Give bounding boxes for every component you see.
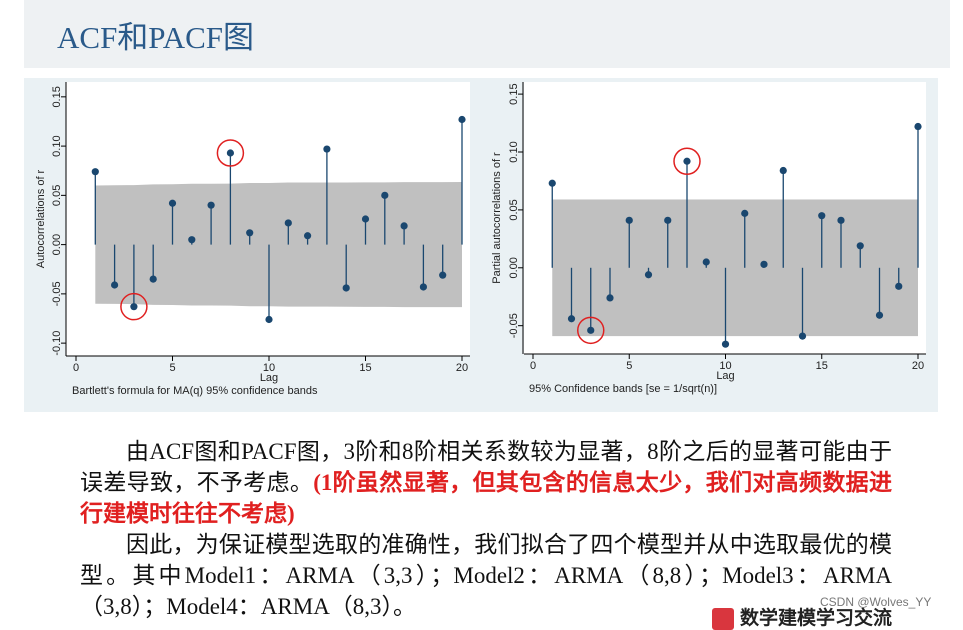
point [149,275,157,283]
y-tick-label: -0.05 [51,281,63,306]
chart-note: 95% Confidence bands [se = 1/sqrt(n)] [529,383,717,395]
x-tick-label: 20 [456,362,468,374]
y-axis-label: Partial autocorrelations of r [491,152,503,284]
point [895,282,903,290]
point [130,303,138,311]
point [625,216,633,224]
header: ACF和PACF图 [24,0,950,68]
point [400,222,408,230]
logo-text: 数学建模学习交流 [740,607,893,629]
x-tick-label: 0 [73,362,79,374]
chart-note: Bartlett's formula for MA(q) 95% confide… [72,385,318,397]
x-tick-label: 20 [912,360,924,372]
highlight-circle [216,139,245,167]
y-tick-label: 0.15 [51,86,63,107]
point [837,216,845,224]
watermark: CSDN @Wolves_YY [820,595,932,609]
body-text: 由ACF图和PACF图，3阶和8阶相关系数较为显著，8阶之后的显著可能由于误差导… [80,436,892,622]
point [721,340,730,348]
confidence-band [95,182,463,308]
x-axis-label: Lag [716,370,734,382]
point [284,219,292,227]
point [265,315,273,324]
point [439,271,447,279]
point [323,145,331,153]
x-tick-label: 5 [169,362,175,374]
x-tick-label: 10 [263,362,275,374]
highlight-circle [577,316,605,345]
x-tick-label: 15 [359,362,371,374]
paragraph: 因此，为保证模型选取的准确性，我们拟合了四个模型并从中选取最优的模型。其中Mod… [80,529,892,622]
x-tick-label: 10 [719,360,731,372]
point [111,281,119,289]
y-tick-label: 0.00 [51,234,63,255]
point [458,115,466,124]
highlight-circle [673,147,701,176]
point [226,149,234,157]
point [361,215,370,223]
paragraph: 由ACF图和PACF图，3阶和8阶相关系数较为显著，8阶之后的显著可能由于误差导… [80,436,892,529]
y-tick-label: 0.00 [508,257,520,278]
charts-panel: -0.10 -0.05 0.00 0.05 0.10 0.15 0 5 10 15 20 Autoco… [24,78,938,412]
point [760,260,768,268]
x-axis-label: Lag [260,372,278,384]
point [702,258,710,266]
paragraph-text: 由ACF图和PACF图，3阶和8阶相关系数较为显著，8阶之后的显著可能由于误差导… [80,439,892,495]
y-tick-label: 0.10 [508,141,520,162]
point [168,199,177,207]
point [587,326,595,334]
y-tick-label: 0.05 [51,185,63,206]
point [246,229,254,237]
y-tick-label: 0.10 [51,135,63,156]
point [342,284,350,292]
point [567,315,576,323]
point [741,209,749,217]
paragraph-note: (1阶虽然显著，但其包含的信息太少，我们对高频数据进行建模时往往不考虑) [80,470,892,526]
point [207,201,215,209]
point [818,212,826,220]
point [856,242,864,250]
x-tick-label: 5 [626,360,632,372]
point [644,271,653,279]
y-axis-label: Autocorrelations of r [35,169,47,268]
point [779,166,787,175]
y-tick-label: -0.10 [51,331,63,356]
x-tick-label: 0 [530,360,536,372]
point [381,191,389,199]
point [91,168,99,176]
paragraph-text: 因此，为保证模型选取的准确性，我们拟合了四个模型并从中选取最优的模型。其中Mod… [80,532,892,619]
point [798,332,807,340]
point [683,157,691,165]
y-tick-label: -0.05 [508,313,520,338]
highlight-circle [120,292,148,321]
point [606,294,614,302]
point [304,232,312,240]
point [875,311,884,319]
x-tick-label: 15 [816,360,828,372]
point [914,122,922,131]
point [188,236,196,244]
point [419,283,427,291]
y-tick-label: 0.05 [508,199,520,220]
slide-title: ACF和PACF图 [57,20,255,55]
y-tick-label: 0.15 [508,83,520,104]
confidence-band [552,199,918,337]
point [548,179,556,187]
point [664,216,672,224]
